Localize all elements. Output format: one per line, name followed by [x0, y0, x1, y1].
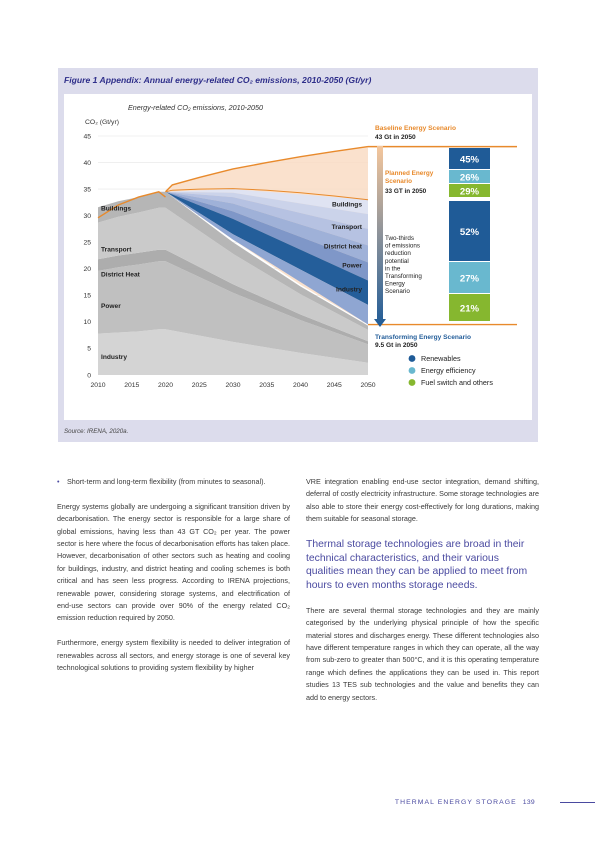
bar-segment: [449, 184, 490, 197]
projected-sector-label: Buildings: [332, 202, 362, 209]
two-thirds-note: in the: [385, 265, 401, 272]
baseline-scenario-line: [165, 145, 369, 193]
two-thirds-note: potential: [385, 258, 409, 265]
bar-segment-label: 27%: [460, 274, 480, 285]
baseline-scenario-name: Baseline Energy Scenario: [375, 125, 456, 132]
reduction-arrow: [374, 146, 386, 327]
x-tick-label: 2050: [360, 382, 375, 389]
sector-label: Transport: [101, 246, 132, 253]
footer-rule: [560, 802, 595, 803]
x-tick-label: 2015: [124, 382, 139, 389]
two-thirds-note: of emissions: [385, 243, 420, 250]
bullet-text: Short-term and long-term flexibility (fr…: [67, 477, 266, 486]
planned-scenario-value: 33 GT in 2050: [385, 188, 427, 195]
page-number: 139: [522, 799, 535, 806]
planned-scenario-name: Scenario: [385, 178, 412, 185]
right-paragraph-1: VRE integration enabling end-use sector …: [306, 477, 539, 524]
bar-segment-label: 29%: [460, 187, 480, 198]
y-tick-label: 45: [83, 133, 91, 140]
legend-label: Renewables: [421, 354, 461, 363]
sector-label: Power: [101, 303, 121, 310]
y-tick-label: 30: [83, 213, 91, 220]
historical-total-line: [97, 191, 166, 219]
bullet-item: • Short-term and long-term flexibility (f…: [57, 476, 290, 488]
bar-segment-label: 21%: [460, 304, 480, 315]
y-tick-label: 25: [83, 240, 91, 247]
projected-sector-label: Industry: [336, 287, 362, 294]
page-footer: THERMAL ENERGY STORAGE 139: [395, 799, 535, 806]
right-column: VRE integration enabling end-use sector …: [306, 476, 539, 716]
two-thirds-note: Energy: [385, 281, 406, 288]
left-paragraph-2: Furthermore, energy system flexibility i…: [57, 638, 290, 673]
left-column: • Short-term and long-term flexibility (f…: [57, 476, 290, 687]
x-tick-label: 2045: [327, 382, 342, 389]
two-thirds-note: reduction: [385, 250, 411, 257]
x-tick-label: 2035: [259, 382, 274, 389]
x-tick-label: 2025: [192, 382, 207, 389]
power-band: [165, 191, 368, 305]
x-tick-label: 2010: [90, 382, 105, 389]
pull-quote: Thermal storage technologies are broad i…: [306, 539, 528, 591]
projected-sector-band: [165, 191, 368, 229]
transforming-scenario-name: Transforming Energy Scenario: [375, 334, 471, 341]
two-thirds-note: Two-thirds: [385, 235, 414, 242]
sector-area: [98, 261, 368, 363]
y-axis-label: CO₂ (Gt/yr): [85, 119, 119, 126]
y-tick-label: 40: [83, 160, 91, 167]
bar-segment: [449, 170, 490, 183]
x-tick-label: 2020: [158, 382, 173, 389]
x-tick-label: 2030: [225, 382, 240, 389]
y-tick-label: 20: [83, 266, 91, 273]
bar-segment: [449, 294, 490, 321]
legend-label: Energy efficiency: [421, 366, 476, 375]
planned-scenario-name: Planned Energy: [385, 170, 434, 177]
planned-scenario-line: [165, 188, 369, 201]
bar-segment: [449, 201, 490, 261]
sector-label: District Heat: [101, 272, 141, 279]
bar-segment: [449, 262, 490, 293]
sector-area: [98, 207, 368, 342]
sector-label: Industry: [101, 354, 127, 361]
bar-segment: [449, 148, 490, 169]
figure-source: Source: IRENA, 2020a.: [64, 428, 129, 435]
bar-segment-label: 52%: [460, 227, 480, 238]
running-title: THERMAL ENERGY STORAGE: [394, 799, 517, 806]
y-tick-label: 15: [83, 293, 91, 300]
projected-sector-label: District heat: [324, 244, 363, 251]
left-paragraph-1: Energy systems globally are undergoing a…: [57, 501, 290, 623]
sector-area: [98, 249, 368, 345]
projected-sector-label: Transport: [332, 224, 363, 231]
bullet-dot: •: [57, 477, 60, 486]
sector-area: [98, 191, 368, 330]
two-thirds-note: Transforming: [385, 273, 422, 280]
bar-segment-label: 26%: [460, 173, 480, 184]
y-tick-label: 10: [83, 319, 91, 326]
y-tick-label: 0: [87, 372, 91, 379]
legend-swatch: [408, 355, 416, 362]
bar-segment-label: 45%: [460, 155, 480, 166]
emissions-chart: Energy-related CO₂ emissions, 2010-2050 C…: [83, 103, 517, 389]
sector-label: Buildings: [101, 205, 131, 212]
legend-swatch: [408, 379, 416, 386]
legend-label: Fuel switch and others: [421, 378, 493, 387]
projected-sector-label: Power: [342, 263, 362, 270]
right-paragraph-2: There are several thermal storage techno…: [306, 605, 539, 702]
figure-title: Figure 1 Appendix: Annual energy-related…: [64, 75, 372, 85]
industry-band: [165, 191, 368, 325]
legend-swatch: [408, 367, 416, 374]
y-tick-label: 5: [87, 346, 91, 353]
transforming-scenario-value: 9.5 Gt in 2050: [375, 342, 418, 349]
sector-area: [98, 329, 368, 375]
baseline-scenario-value: 43 Gt in 2050: [375, 134, 416, 141]
chart-title: Energy-related CO₂ emissions, 2010-2050: [128, 103, 263, 112]
x-tick-label: 2040: [293, 382, 308, 389]
two-thirds-note: Scenario: [385, 288, 410, 295]
projected-sector-band: [165, 189, 368, 215]
y-tick-label: 35: [83, 186, 91, 193]
